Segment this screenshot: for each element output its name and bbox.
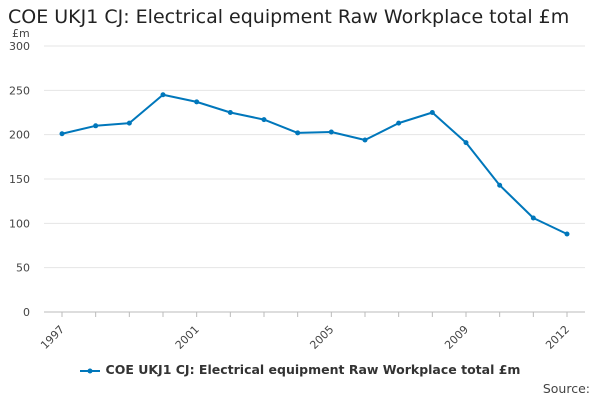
data-point[interactable] (497, 182, 503, 188)
source-label: Source: (542, 381, 590, 396)
chart-title: COE UKJ1 CJ: Electrical equipment Raw Wo… (8, 6, 570, 28)
data-point[interactable] (328, 129, 334, 135)
grid-lines (44, 45, 585, 313)
y-tick-label: 50 (16, 262, 30, 275)
legend[interactable]: COE UKJ1 CJ: Electrical equipment Raw Wo… (0, 362, 600, 377)
y-tick-label: 300 (9, 40, 30, 53)
data-point[interactable] (530, 215, 536, 221)
data-point[interactable] (227, 110, 233, 115)
data-point[interactable] (295, 130, 301, 136)
x-tick-label: 2005 (307, 323, 336, 352)
y-axis-label: £m (12, 27, 30, 40)
y-tick-label: 100 (9, 217, 30, 230)
y-tick-label: 200 (9, 129, 30, 142)
series-layer (59, 92, 570, 237)
data-point[interactable] (429, 110, 435, 115)
y-tick-label: 150 (9, 173, 30, 186)
data-point[interactable] (59, 131, 65, 137)
x-tick-label: 2009 (442, 323, 471, 352)
data-point[interactable] (564, 231, 570, 237)
data-point[interactable] (261, 117, 267, 123)
series-line (61, 93, 568, 235)
data-point[interactable] (194, 99, 200, 105)
axes: 0 50 100 150 200 250 300£m 1997 2001 2005 2009 2012 (9, 27, 572, 352)
legend-label: COE UKJ1 CJ: Electrical equipment Raw Wo… (105, 362, 521, 377)
x-tick-label: 1997 (38, 323, 67, 352)
x-tick-label: 2001 (173, 323, 202, 352)
data-point[interactable] (160, 92, 166, 98)
data-point[interactable] (93, 123, 99, 129)
legend-swatch (79, 368, 100, 373)
x-tick-label: 2012 (543, 323, 572, 352)
data-point[interactable] (362, 137, 368, 143)
data-point[interactable] (126, 120, 132, 126)
data-point[interactable] (396, 120, 402, 126)
y-tick-label: 0 (23, 306, 30, 319)
data-point[interactable] (463, 140, 469, 146)
y-tick-label: 250 (9, 84, 30, 97)
